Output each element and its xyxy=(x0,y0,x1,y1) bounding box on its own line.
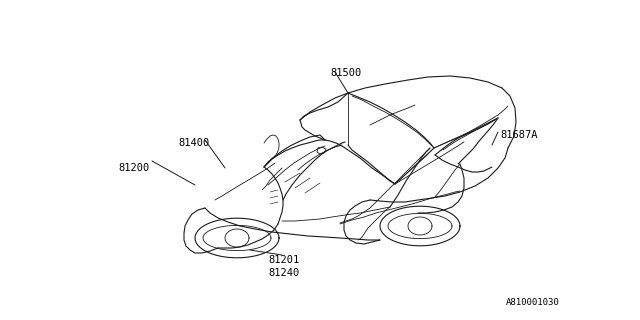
Text: 81201: 81201 xyxy=(268,255,300,265)
Text: 81200: 81200 xyxy=(118,163,149,173)
Text: 81240: 81240 xyxy=(268,268,300,278)
Text: A810001030: A810001030 xyxy=(506,298,560,307)
Text: 81687A: 81687A xyxy=(500,130,538,140)
Text: 81500: 81500 xyxy=(330,68,361,78)
Text: 81400: 81400 xyxy=(178,138,209,148)
